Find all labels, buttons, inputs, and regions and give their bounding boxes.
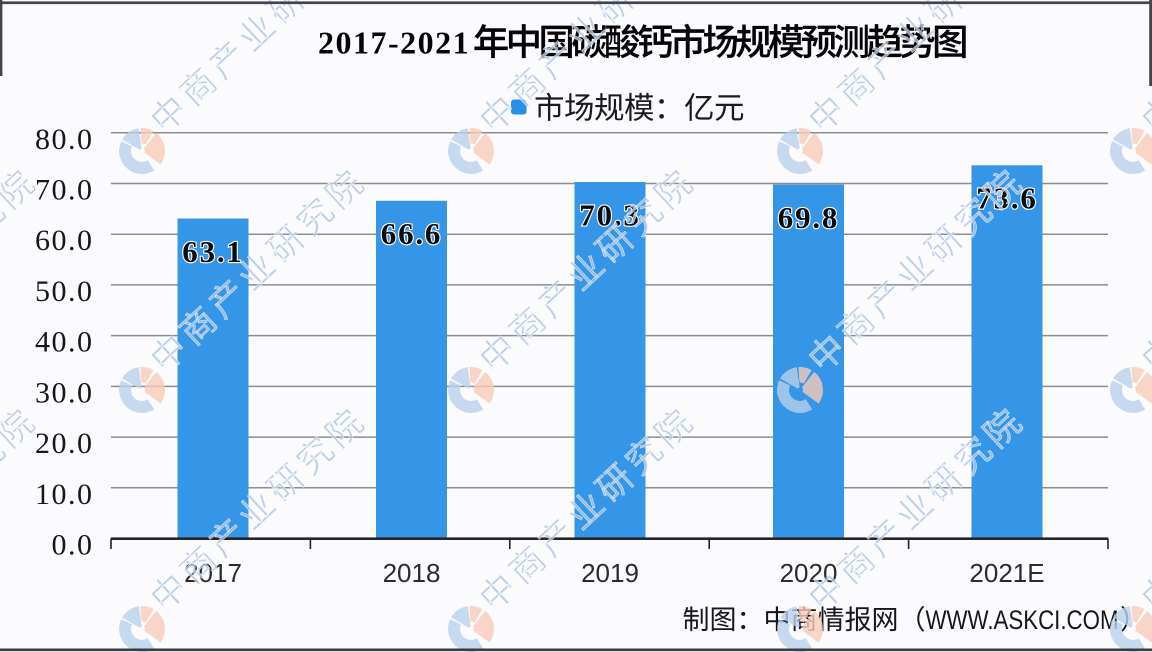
svg-text:2018: 2018 bbox=[383, 558, 441, 588]
svg-text:69.8: 69.8 bbox=[778, 200, 839, 235]
svg-text:2020: 2020 bbox=[780, 558, 838, 588]
svg-text:20.0: 20.0 bbox=[35, 427, 94, 460]
svg-text:80.0: 80.0 bbox=[35, 123, 94, 156]
svg-text:30.0: 30.0 bbox=[35, 376, 94, 409]
svg-text:40.0: 40.0 bbox=[35, 326, 94, 359]
svg-text:10.0: 10.0 bbox=[35, 478, 94, 511]
svg-text:70.3: 70.3 bbox=[579, 197, 640, 232]
svg-text:0.0: 0.0 bbox=[52, 529, 94, 562]
svg-text:60.0: 60.0 bbox=[35, 224, 94, 257]
svg-text:2021E: 2021E bbox=[969, 558, 1044, 588]
svg-text:50.0: 50.0 bbox=[35, 275, 94, 308]
svg-text:63.1: 63.1 bbox=[182, 234, 243, 269]
svg-text:70.0: 70.0 bbox=[35, 174, 94, 207]
svg-text:2019: 2019 bbox=[581, 558, 639, 588]
svg-text:2017-2021: 2017-2021 bbox=[318, 25, 470, 61]
svg-text:66.6: 66.6 bbox=[381, 216, 442, 251]
svg-text:WWW.ASKCI.COM: WWW.ASKCI.COM bbox=[926, 605, 1119, 635]
